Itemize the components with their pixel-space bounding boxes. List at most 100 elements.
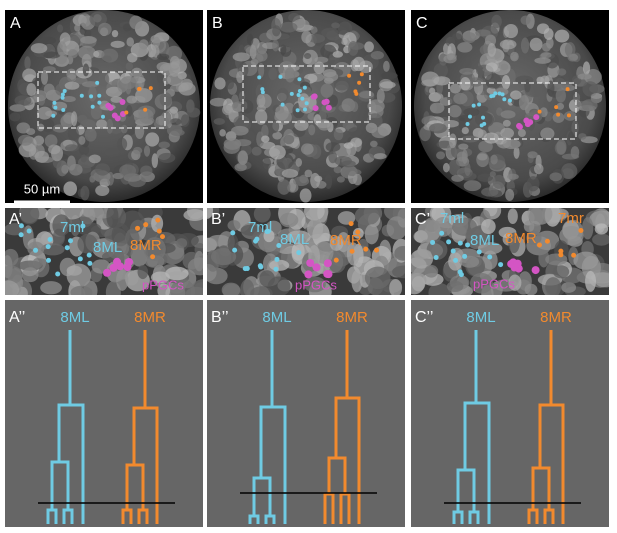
cell: [481, 219, 496, 235]
cell: [581, 217, 594, 240]
cell: [272, 25, 281, 37]
cell: [119, 164, 137, 178]
cell: [299, 188, 312, 203]
cell-dot: [274, 256, 280, 262]
cell: [567, 53, 579, 62]
cell-dot: [18, 232, 24, 238]
cell: [376, 88, 385, 104]
cell-dot: [439, 230, 445, 236]
cell-dot: [513, 259, 522, 268]
cell-dot: [264, 229, 270, 235]
cell: [158, 152, 176, 163]
cell: [120, 76, 137, 90]
cell: [93, 50, 100, 58]
cell: [478, 242, 503, 255]
cell: [392, 265, 405, 279]
cell: [477, 173, 494, 182]
cell-dot: [355, 229, 361, 235]
cell-dot: [155, 217, 161, 223]
cell-dot: [143, 107, 148, 112]
cell: [180, 78, 193, 91]
cell: [221, 282, 241, 295]
cell: [210, 248, 237, 266]
cell: [549, 172, 562, 182]
cell: [152, 44, 160, 58]
cell: [492, 60, 511, 76]
cell: [5, 248, 19, 267]
panel-label: B: [212, 15, 223, 32]
cell-dot: [363, 246, 369, 252]
cell: [253, 208, 271, 223]
cell: [9, 104, 26, 112]
cell-dot: [244, 266, 250, 272]
cell: [269, 145, 286, 160]
panel-label: C’’: [415, 309, 433, 326]
cell-dot: [296, 250, 302, 256]
cell: [476, 105, 489, 113]
cell-dot: [150, 254, 156, 260]
cell: [240, 99, 254, 114]
cell: [279, 21, 298, 33]
cell: [165, 266, 189, 281]
cell: [342, 120, 355, 130]
cell-dot: [124, 110, 129, 115]
cell-dot: [79, 93, 84, 98]
cell: [151, 153, 159, 169]
cell: [582, 81, 598, 97]
cell-dot: [89, 94, 94, 99]
cell-dot: [323, 259, 332, 268]
cell: [40, 281, 62, 295]
cell: [238, 91, 246, 102]
cell-dot: [457, 240, 463, 246]
cell: [328, 151, 338, 164]
cell: [310, 26, 318, 35]
cell: [137, 264, 149, 280]
cell: [159, 92, 172, 107]
cell: [582, 61, 591, 75]
cell-dot: [156, 228, 162, 234]
cell: [540, 127, 555, 140]
cell: [60, 114, 74, 129]
cell: [578, 133, 587, 140]
tree-label: 8ML: [466, 309, 495, 326]
cell: [332, 50, 344, 58]
cell: [57, 24, 64, 33]
cell: [232, 52, 250, 62]
cell-dot: [61, 107, 66, 112]
cell: [138, 108, 154, 124]
cell: [63, 181, 78, 197]
cell: [293, 176, 310, 187]
cell: [540, 75, 550, 85]
cell: [556, 102, 565, 110]
cell-dot: [465, 121, 470, 126]
cell-annotation: 7ml: [248, 219, 272, 236]
cell: [156, 53, 170, 61]
cell-dot: [325, 104, 332, 111]
cell: [41, 118, 55, 133]
zoom-image: [5, 208, 203, 295]
cell: [461, 126, 469, 135]
cell: [71, 111, 78, 127]
cell: [255, 109, 268, 125]
cell: [95, 163, 110, 176]
cell: [110, 96, 123, 103]
cell: [336, 176, 345, 183]
cell-dot: [114, 115, 121, 122]
cell-dot: [554, 105, 559, 110]
cell-dot: [60, 95, 65, 100]
cell: [231, 125, 249, 136]
cell-dot: [558, 248, 564, 254]
cell-dot: [430, 239, 436, 245]
cell: [573, 92, 581, 103]
cell-annotation: pPGCs: [142, 277, 184, 292]
cell-dot: [26, 228, 32, 234]
cell: [71, 216, 92, 228]
cell: [554, 29, 570, 43]
cell-dot: [68, 238, 74, 244]
cell: [44, 134, 58, 148]
cell: [335, 80, 349, 92]
cell: [74, 24, 81, 32]
cell: [547, 80, 555, 97]
cell: [258, 62, 265, 78]
cell-dot: [516, 123, 523, 130]
